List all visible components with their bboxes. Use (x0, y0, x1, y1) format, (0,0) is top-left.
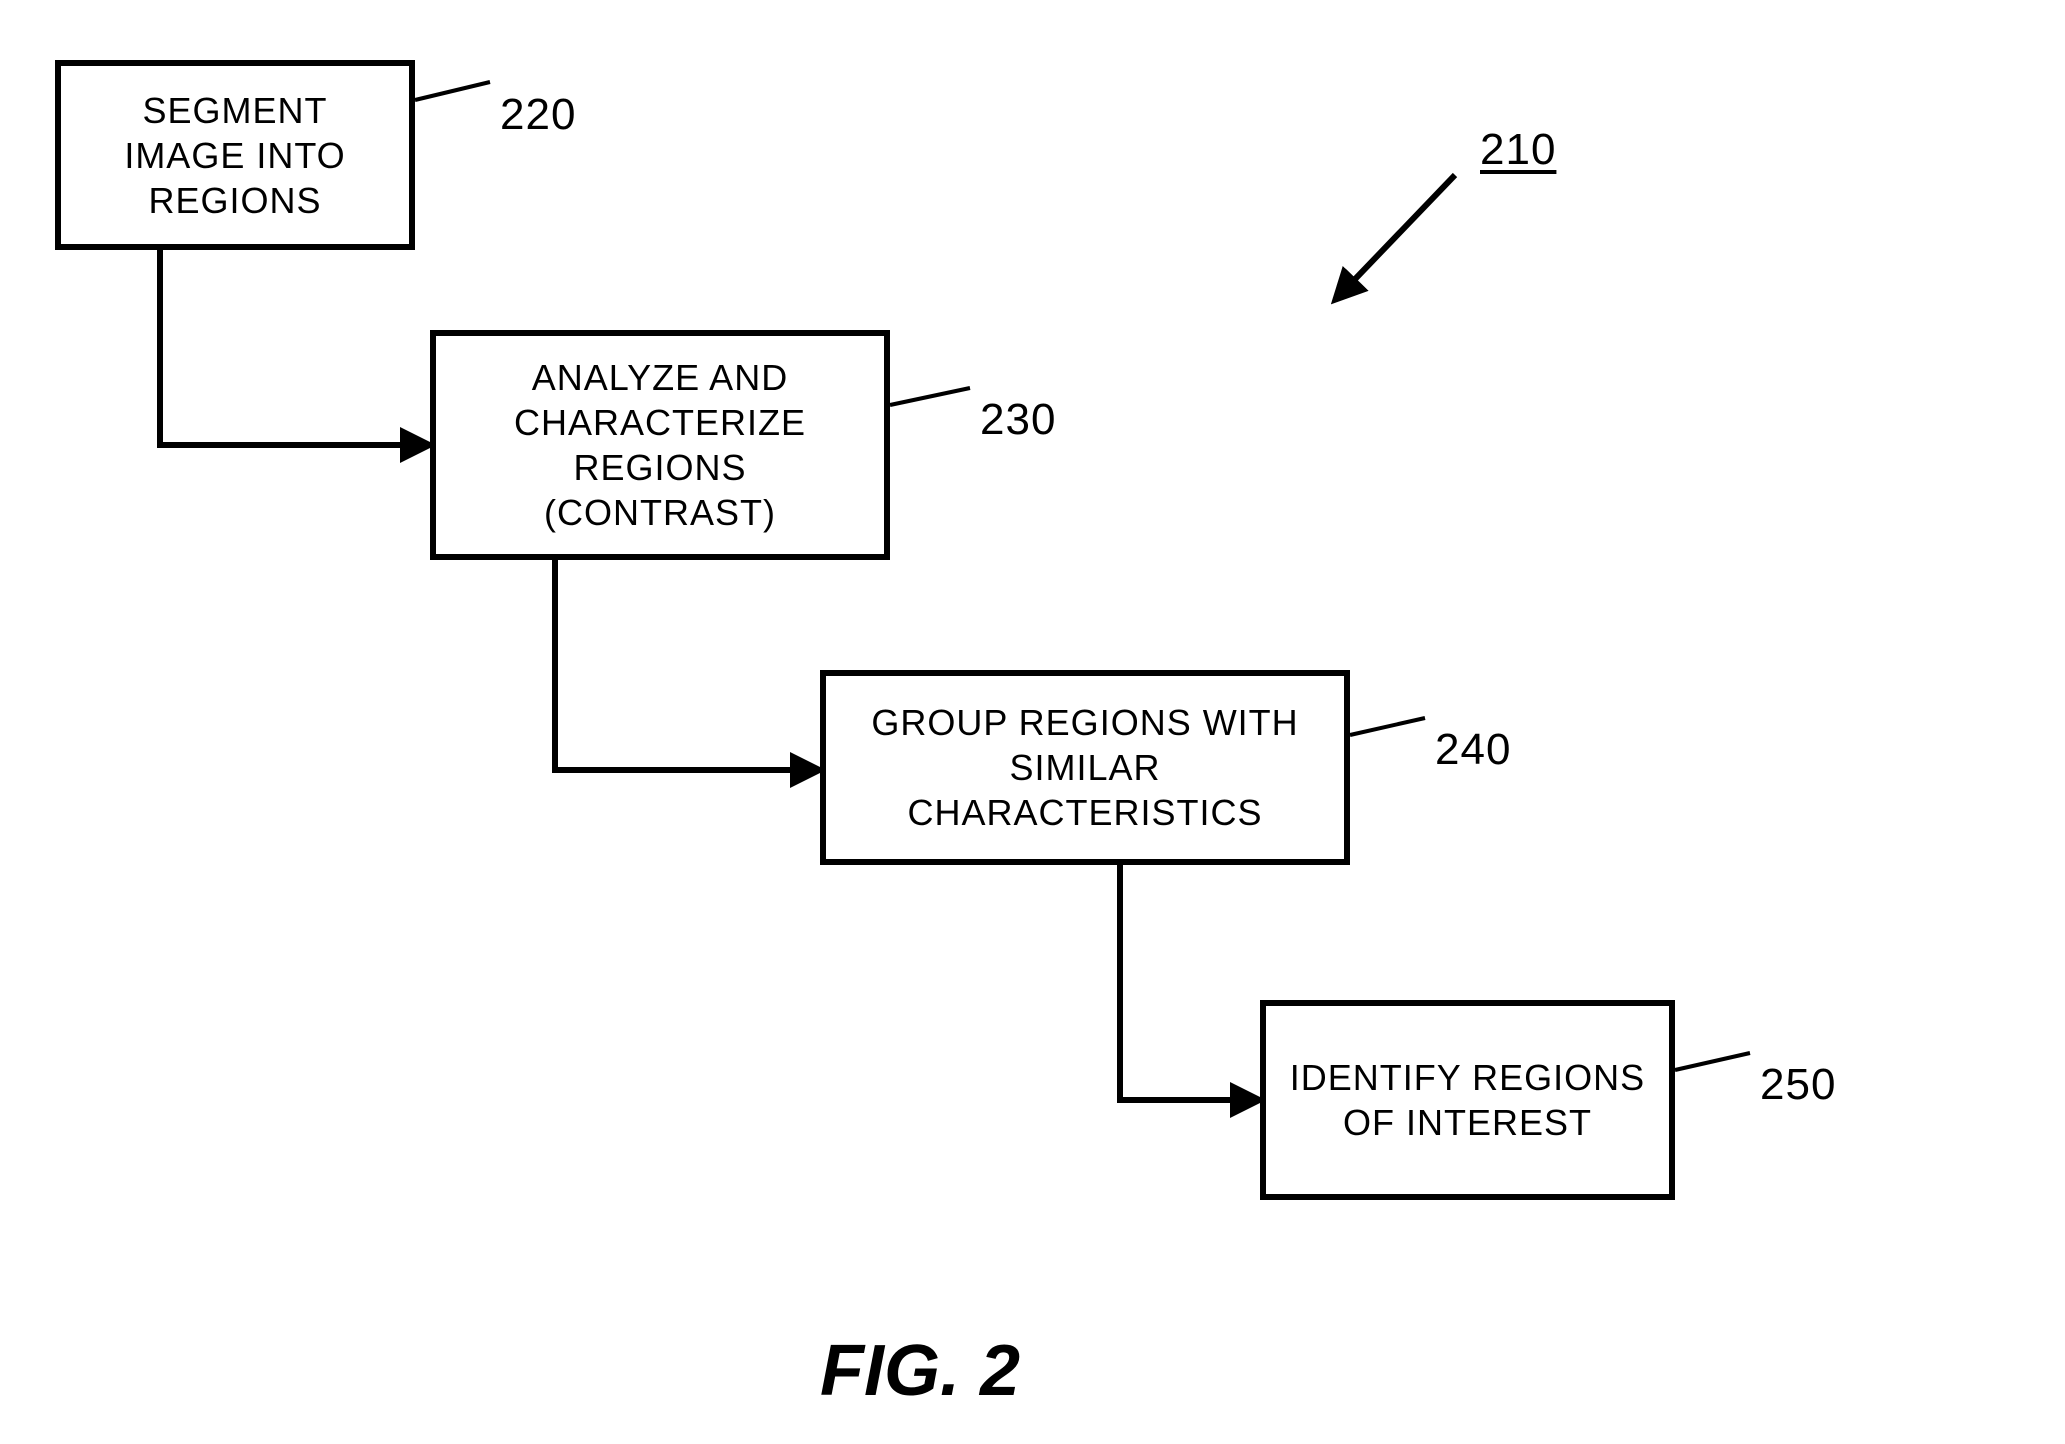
edge-n240-n250 (1120, 865, 1260, 1100)
edge-n220-n230 (160, 250, 430, 445)
figure-ref-arrow (1335, 175, 1455, 300)
flow-step-240: GROUP REGIONS WITH SIMILAR CHARACTERISTI… (820, 670, 1350, 865)
ref-label-230: 230 (980, 395, 1056, 445)
ref-tick-250 (1675, 1053, 1750, 1070)
ref-label-250: 250 (1760, 1060, 1836, 1110)
ref-label-240: 240 (1435, 725, 1511, 775)
ref-tick-240 (1350, 718, 1425, 735)
edge-n230-n240 (555, 560, 820, 770)
ref-tick-220 (415, 82, 490, 100)
flow-step-label: ANALYZE AND CHARACTERIZE REGIONS (CONTRA… (456, 355, 864, 535)
figure-ref-label: 210 (1480, 125, 1556, 175)
flow-step-label: IDENTIFY REGIONS OF INTEREST (1286, 1055, 1649, 1145)
flow-step-label: GROUP REGIONS WITH SIMILAR CHARACTERISTI… (846, 700, 1324, 835)
ref-tick-230 (890, 388, 970, 405)
ref-label-220: 220 (500, 90, 576, 140)
figure-caption: FIG. 2 (820, 1330, 1020, 1412)
flow-step-250: IDENTIFY REGIONS OF INTEREST (1260, 1000, 1675, 1200)
flowchart-canvas: SEGMENT IMAGE INTO REGIONS 220 ANALYZE AND… (0, 0, 2065, 1444)
flow-step-label: SEGMENT IMAGE INTO REGIONS (81, 88, 389, 223)
flow-step-220: SEGMENT IMAGE INTO REGIONS (55, 60, 415, 250)
flow-step-230: ANALYZE AND CHARACTERIZE REGIONS (CONTRA… (430, 330, 890, 560)
